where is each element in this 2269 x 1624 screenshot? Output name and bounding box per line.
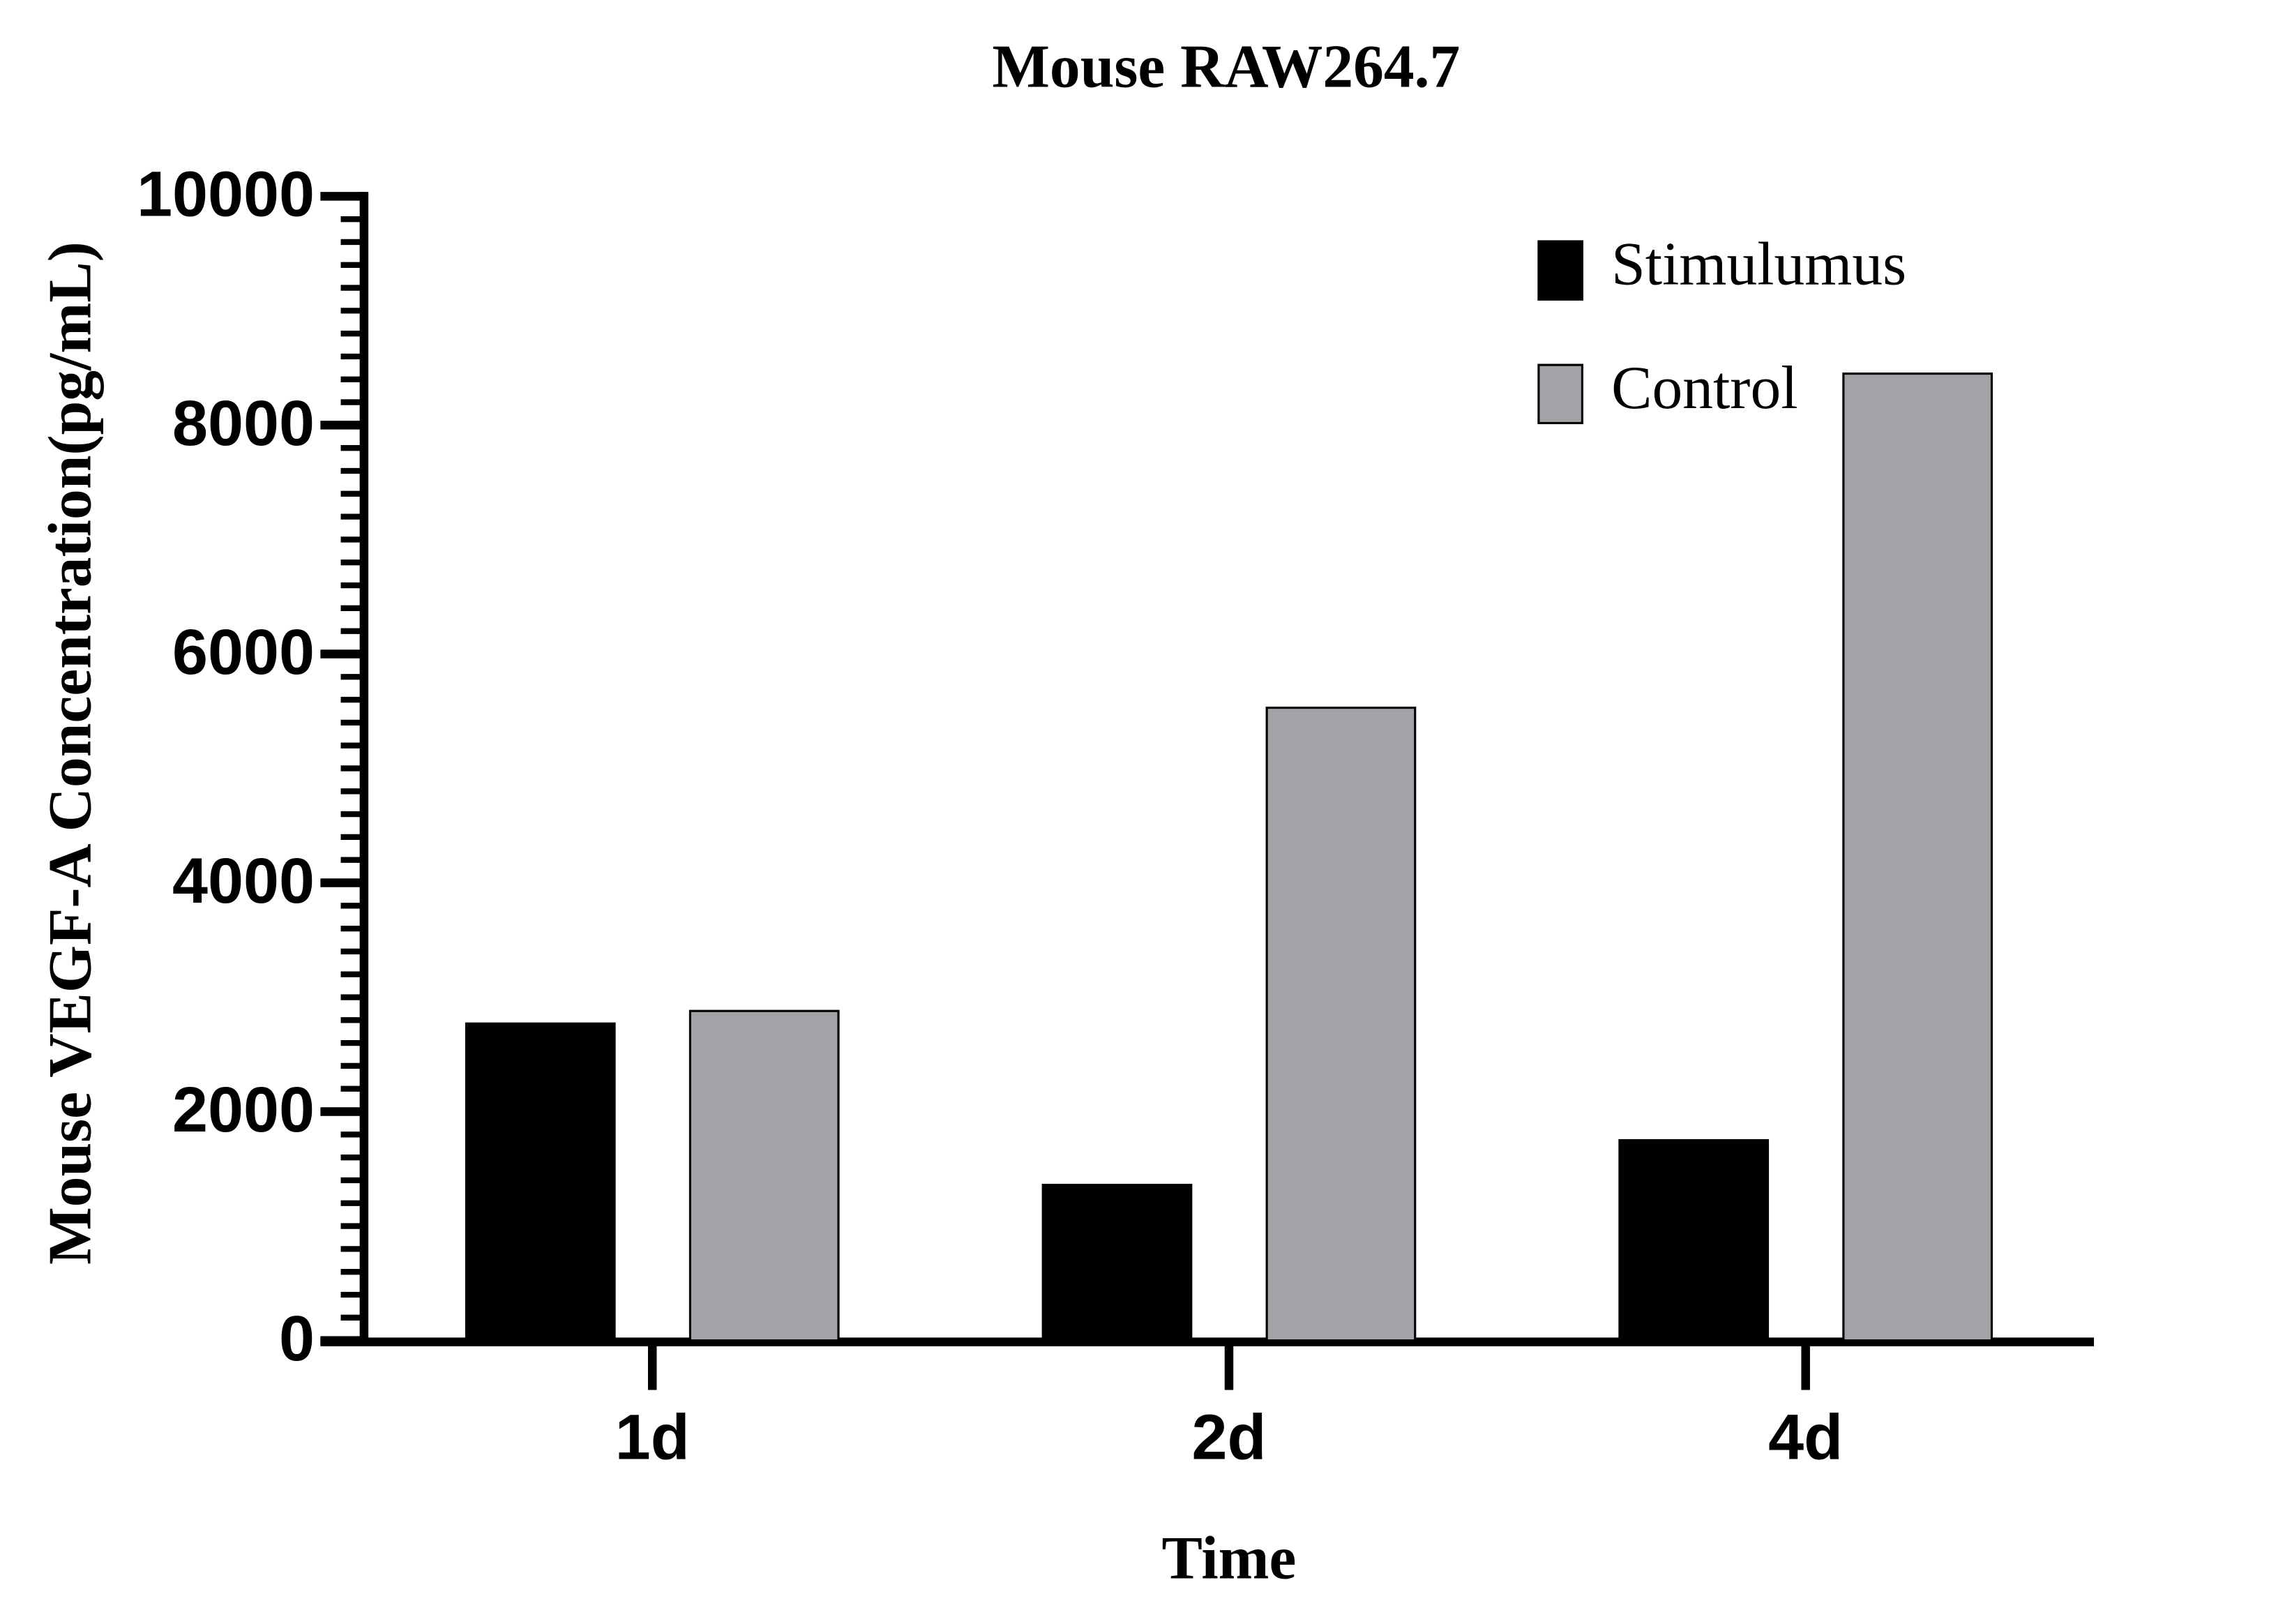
legend-label: Control: [1611, 354, 1797, 421]
bar: [1842, 373, 1993, 1342]
legend-swatch: [1537, 240, 1583, 301]
y-axis-label: Mouse VEGF-A Concentration(pg/mL): [36, 241, 103, 1265]
bar: [1041, 1183, 1193, 1342]
x-tick-label: 4d: [1768, 1402, 1843, 1473]
y-tick-label: 8000: [172, 388, 315, 459]
y-tick-label: 2000: [172, 1074, 315, 1145]
y-tick-label: 0: [279, 1303, 315, 1374]
y-tick-label: 6000: [172, 617, 315, 688]
y-tick-label: 4000: [172, 845, 315, 917]
bar: [1265, 706, 1417, 1342]
x-tick-label: 1d: [615, 1402, 690, 1473]
bar: [1618, 1138, 1770, 1342]
bar: [465, 1022, 616, 1342]
chart-title: Mouse RAW264.7: [992, 32, 1460, 100]
x-axis-label: Time: [1162, 1524, 1297, 1592]
legend-swatch: [1537, 363, 1583, 425]
y-tick-label: 10000: [137, 159, 315, 230]
legend-label: Stimulumus: [1611, 230, 1906, 298]
bar: [688, 1009, 840, 1342]
x-tick-label: 2d: [1191, 1402, 1266, 1473]
